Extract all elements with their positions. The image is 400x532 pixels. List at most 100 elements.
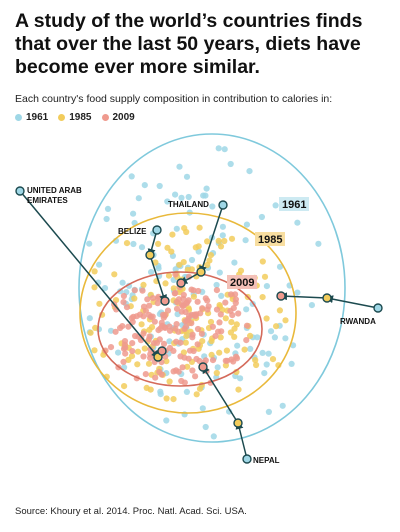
scatter-dot-2009 xyxy=(149,295,156,302)
scatter-dot-1985 xyxy=(147,386,154,393)
scatter-dot-2009 xyxy=(213,306,221,313)
scatter-dot-2009 xyxy=(144,296,151,303)
scatter-dot-2009 xyxy=(184,299,191,306)
country-label-belize: BELIZE xyxy=(118,227,147,236)
scatter-dot-1961 xyxy=(135,195,142,202)
scatter-dot-1985 xyxy=(253,361,260,369)
scatter-dot-1961 xyxy=(209,203,216,210)
trajectory-rwanda-point-2009 xyxy=(276,291,286,301)
scatter-dot-1985 xyxy=(276,307,283,314)
scatter-dot-1961 xyxy=(276,263,284,270)
legend-label-1985: 1985 xyxy=(69,112,92,123)
scatter-dot-2009 xyxy=(196,357,203,365)
scatter-dot-1961 xyxy=(173,225,180,232)
legend-label-1961: 1961 xyxy=(26,112,49,123)
scatter-dot-1961 xyxy=(218,292,225,299)
scatter-dot-1961 xyxy=(294,289,301,296)
scatter-dot-2009 xyxy=(140,313,147,320)
scatter-dot-2009 xyxy=(185,355,192,362)
scatter-dot-2009 xyxy=(190,347,197,355)
scatter-dot-1961 xyxy=(96,261,103,268)
convergence-rings: 1961 1985 2009 xyxy=(78,133,346,443)
scatter-dot-1985 xyxy=(208,351,215,358)
scatter-dot-2009 xyxy=(146,302,153,309)
ring-label-1961: 1961 xyxy=(282,199,306,211)
scatter-dot-2009 xyxy=(157,325,164,332)
scatter-dot-1961 xyxy=(199,405,206,412)
scatter-dot-1985 xyxy=(141,345,148,352)
scatter-dot-2009 xyxy=(198,330,205,337)
scatter-dot-1985 xyxy=(134,348,142,355)
scatter-dot-1985 xyxy=(96,300,103,307)
ring-1961 xyxy=(78,133,346,443)
scatter-dot-2009 xyxy=(139,287,146,294)
scatter-dot-2009 xyxy=(121,338,129,345)
scatter-dot-1985 xyxy=(215,237,222,244)
scatter-dot-1961 xyxy=(247,345,254,352)
scatter-dot-1961 xyxy=(156,182,163,190)
trajectory-belize-point-1961 xyxy=(152,225,162,235)
scatter-dot-1961 xyxy=(115,349,122,356)
scatter-dot-1985 xyxy=(170,396,177,403)
scatter-dot-2009 xyxy=(120,292,127,300)
scatter-dot-2009 xyxy=(180,291,187,299)
trajectory-nepal-point-2009 xyxy=(198,362,208,372)
scatter-dot-1961 xyxy=(315,240,322,247)
scatter-dot-1985 xyxy=(228,235,236,242)
scatter-dot-1961 xyxy=(163,417,170,424)
scatter-dot-2009 xyxy=(235,310,242,317)
scatter-dot-1961 xyxy=(261,370,268,377)
scatter-dot-1985 xyxy=(216,302,223,309)
scatter-dot-1985 xyxy=(196,224,203,231)
scatter-dot-1961 xyxy=(254,334,261,341)
scatter-dot-1961 xyxy=(288,360,295,367)
scatter-dot-1985 xyxy=(148,324,156,331)
scatter-dot-1961 xyxy=(272,202,279,209)
scatter-dot-1961 xyxy=(130,210,137,217)
scatter-dot-1985 xyxy=(91,268,98,275)
scatter-dot-1961 xyxy=(86,240,93,247)
scatter-dot-1985 xyxy=(164,244,171,251)
scatter-dot-2009 xyxy=(120,299,127,306)
scatter-dot-1961 xyxy=(130,240,137,248)
trajectory-rwanda-segment xyxy=(325,295,379,309)
scatter-dot-1961 xyxy=(231,259,238,266)
scatter-dot-1961 xyxy=(178,194,185,201)
scatter-dot-1961 xyxy=(308,302,315,309)
scatter-dot-2009 xyxy=(164,307,172,314)
scatter-dot-1985 xyxy=(233,321,240,328)
scatter-dot-2009 xyxy=(152,374,159,381)
scatter-dot-1985 xyxy=(168,248,175,255)
scatter-dot-1961 xyxy=(119,279,126,286)
trajectory-thailand-point-2009 xyxy=(176,278,186,288)
scatter-dot-1961 xyxy=(263,361,270,368)
scatter-dot-1961 xyxy=(242,237,249,244)
trajectory-belize-point-1985 xyxy=(145,250,155,260)
trajectory-thailand-segment xyxy=(199,204,224,274)
scatter-dot-1961 xyxy=(214,364,221,371)
scatter-dot-2009 xyxy=(193,311,200,318)
scatter-dot-1985 xyxy=(273,323,280,330)
scatter-dot-1985 xyxy=(140,281,147,288)
scatter-dot-1985 xyxy=(263,315,270,322)
legend-swatch-2009 xyxy=(101,114,109,121)
scatter-dot-2009 xyxy=(160,340,168,347)
scatter-dot-2009 xyxy=(119,323,126,330)
scatter-dot-1961 xyxy=(101,285,109,292)
scatter-dot-2009 xyxy=(189,334,196,341)
country-label-united-arab-emirates: UNITED ARAB xyxy=(27,186,82,195)
scatter-dot-2009 xyxy=(140,353,147,360)
scatter-dot-1961 xyxy=(202,423,209,431)
scatter-dot-1985 xyxy=(131,295,138,302)
legend-item-2009: 2009 xyxy=(101,112,135,123)
scatter-dot-1985 xyxy=(193,391,200,398)
scatter-dot-2009 xyxy=(179,364,186,371)
scatter-dot-1961 xyxy=(215,145,222,152)
chart-subtitle: Each country's food supply composition i… xyxy=(15,93,333,105)
scatter-dot-1985 xyxy=(138,321,145,328)
scatter-dot-1961 xyxy=(185,193,192,201)
scatter-dot-1961 xyxy=(282,335,289,342)
scatter-dot-1985 xyxy=(241,346,248,353)
scatter-dot-2009 xyxy=(166,344,174,352)
scatter-dot-2009 xyxy=(173,321,180,328)
